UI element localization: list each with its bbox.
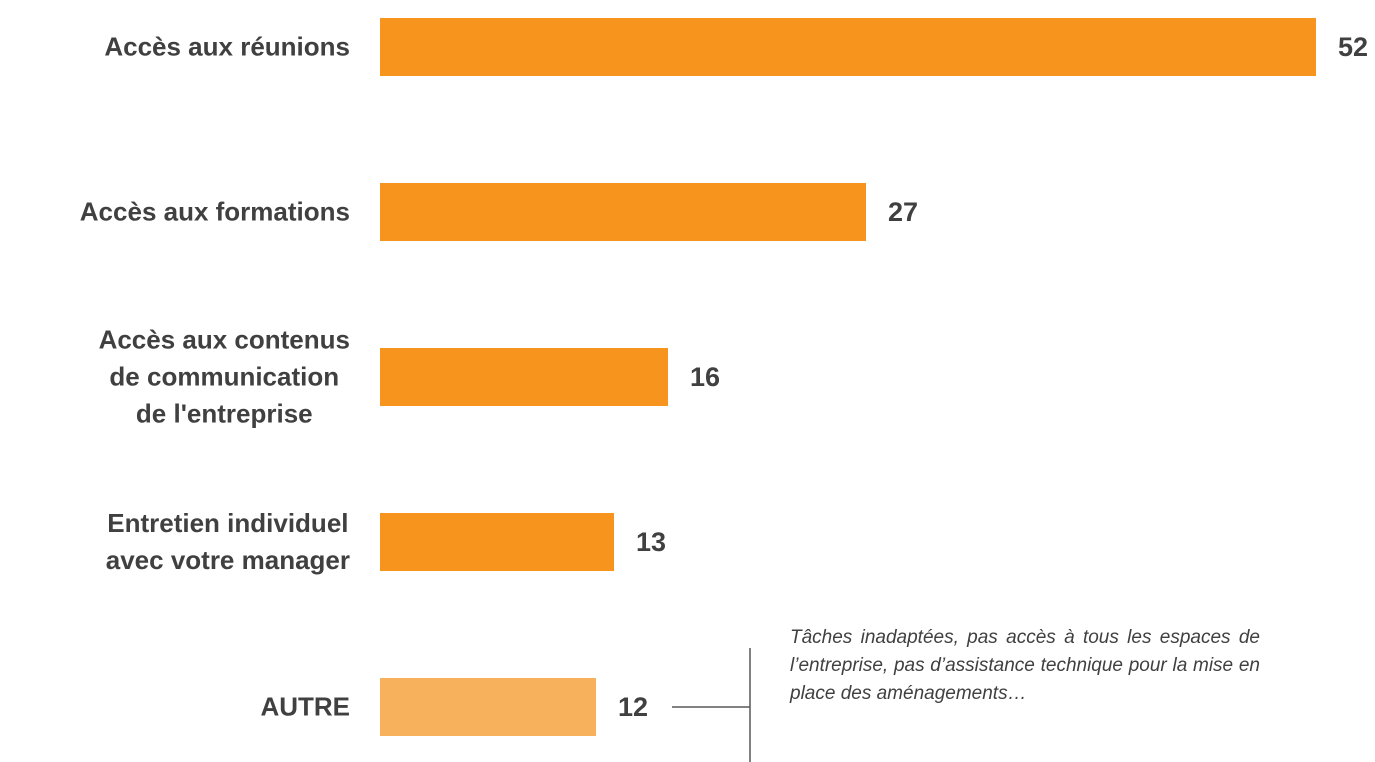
value-label: 13: [636, 527, 666, 557]
value-label: 27: [888, 197, 918, 227]
bar: [380, 513, 614, 571]
value-label: 52: [1338, 32, 1368, 62]
bar: [380, 18, 1316, 76]
category-label: Accès aux contenus de communication de l…: [98, 324, 350, 429]
category-label: Accès aux réunions: [104, 31, 350, 62]
value-label: 16: [690, 362, 720, 392]
bar: [380, 183, 866, 241]
value-label: 12: [618, 692, 648, 722]
category-label: Entretien individuel avec votre manager: [105, 508, 350, 575]
bar: [380, 348, 668, 406]
category-label: AUTRE: [260, 691, 350, 722]
annotation: Tâches inadaptées, pas accès à tous les …: [790, 627, 1260, 704]
category-label: Accès aux formations: [79, 196, 350, 227]
bar: [380, 678, 596, 736]
